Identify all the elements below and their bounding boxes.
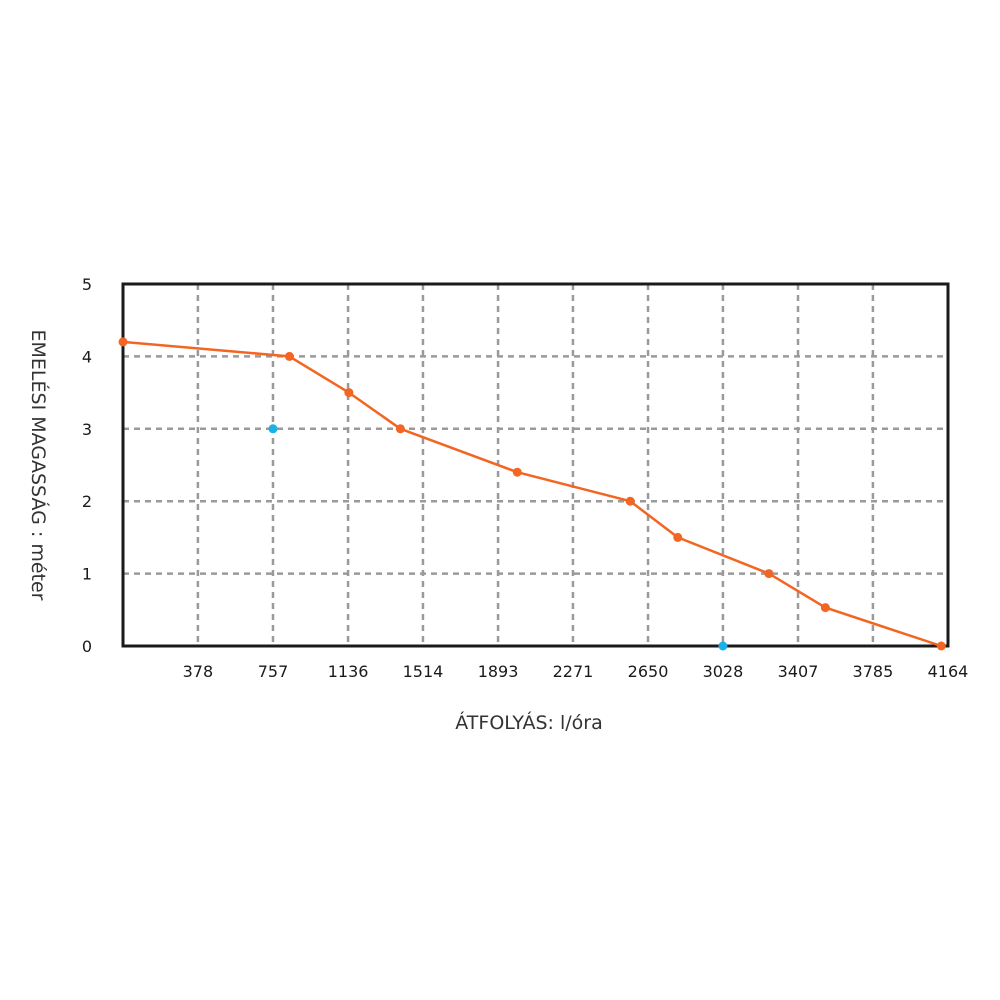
y-tick-label-0: 0 [82, 637, 92, 656]
y-tick-label-3: 3 [82, 420, 92, 439]
y-tick-label-2: 2 [82, 492, 92, 511]
x-tick-label-3: 1514 [403, 662, 444, 681]
data-point-9 [936, 641, 946, 651]
x-tick-label-0: 378 [183, 662, 214, 681]
x-tick-label-9: 3785 [853, 662, 894, 681]
x-tick-label-6: 2650 [628, 662, 669, 681]
y-tick-label-5: 5 [82, 275, 92, 294]
x-tick-label-10: 4164 [928, 662, 969, 681]
x-tick-label-1: 757 [258, 662, 289, 681]
data-point-7 [764, 569, 774, 579]
x-tick-label-4: 1893 [478, 662, 519, 681]
grid-lines [123, 284, 948, 646]
y-axis-label: EMELÉSI MAGASSÁG : méter [27, 330, 50, 601]
data-point-6 [673, 532, 683, 542]
series-layer [118, 337, 946, 651]
x-tick-label-7: 3028 [703, 662, 744, 681]
x-tick-labels: 378 757 1136 1514 1893 2271 2650 3028 3407 3785 41… [183, 662, 969, 681]
data-point-3 [395, 424, 405, 434]
y-tick-label-1: 1 [82, 565, 92, 584]
plot-frame [121, 282, 950, 648]
series-line-0 [122, 340, 942, 648]
x-axis-label: ÁTFOLYÁS: l/óra [455, 711, 602, 734]
data-point-4 [512, 467, 522, 477]
y-tick-labels: 0 1 2 3 4 5 [82, 275, 92, 656]
x-tick-label-2: 1136 [328, 662, 369, 681]
x-tick-label-8: 3407 [778, 662, 819, 681]
x-tick-label-5: 2271 [553, 662, 594, 681]
data-point-2 [344, 388, 354, 398]
marker-layer [268, 424, 728, 651]
data-point-5 [625, 496, 635, 506]
highlight-marker-1 [718, 641, 728, 651]
highlight-marker-0 [268, 424, 278, 434]
data-point-1 [284, 351, 294, 361]
data-point-8 [820, 603, 830, 613]
data-point-0 [118, 337, 128, 347]
y-tick-label-4: 4 [82, 347, 92, 366]
